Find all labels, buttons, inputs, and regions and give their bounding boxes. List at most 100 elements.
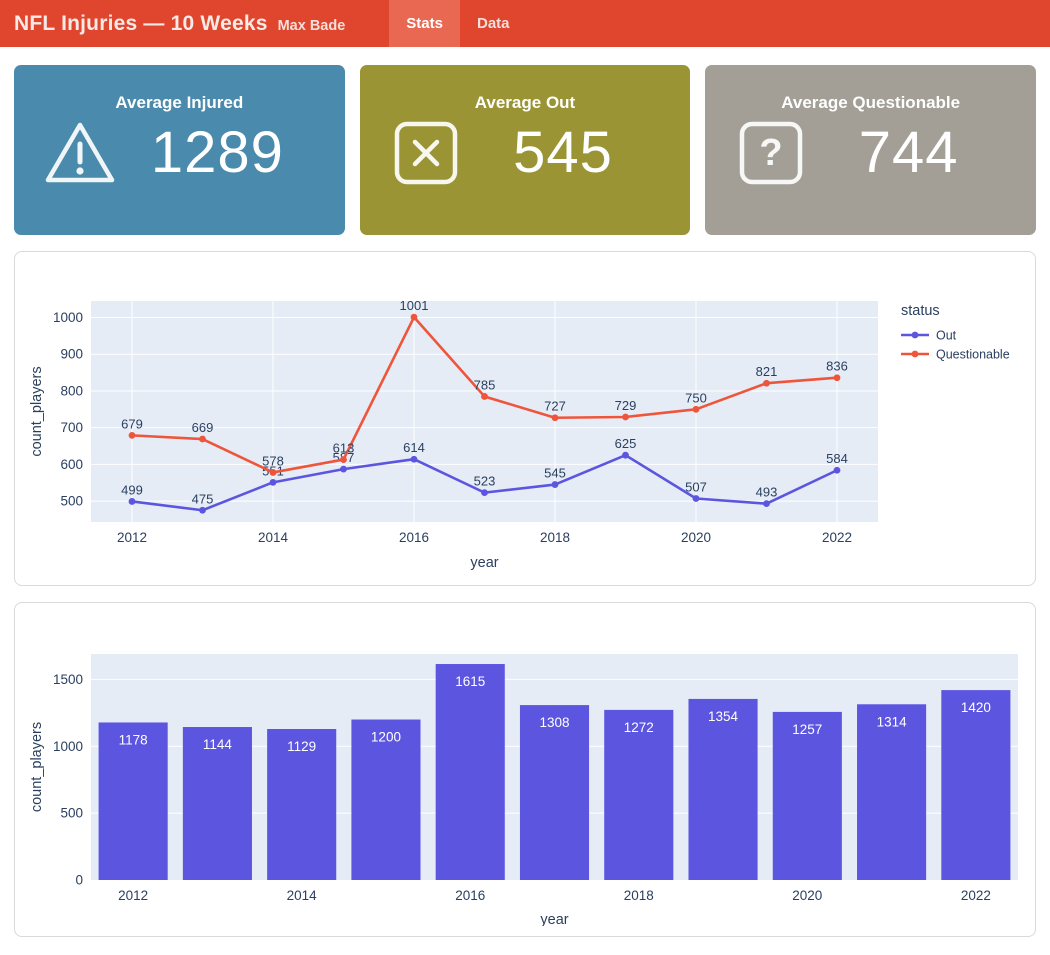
data-label: 499: [121, 482, 143, 497]
data-point: [128, 431, 136, 439]
bar-label: 1308: [539, 715, 569, 730]
tab-data[interactable]: Data: [476, 15, 510, 32]
plot-background: [91, 301, 878, 522]
bar-label: 1200: [371, 730, 401, 745]
app-header: NFL Injuries — 10 Weeks Max Bade Stats D…: [0, 0, 1050, 47]
data-point: [128, 498, 136, 505]
y-axis-title: count_players: [29, 366, 45, 456]
data-point: [551, 414, 559, 422]
y-tick-label: 500: [60, 494, 83, 509]
x-square-icon: [378, 121, 474, 185]
legend-label: Questionable: [936, 348, 1010, 362]
x-axis-title: year: [540, 912, 568, 926]
data-point: [410, 313, 418, 321]
bar: [182, 727, 252, 880]
x-tick-label: 2012: [117, 530, 147, 545]
data-label: 614: [403, 440, 425, 455]
x-tick-label: 2018: [624, 888, 654, 903]
x-tick-label: 2014: [287, 888, 318, 903]
legend-label: Out: [936, 329, 957, 343]
line-chart-canvas[interactable]: 4994755515876145235456255074935846796695…: [25, 262, 1033, 575]
bar: [688, 698, 758, 880]
y-axis-title: count_players: [29, 722, 45, 812]
line-chart-panel: 4994755515876145235456255074935846796695…: [14, 251, 1036, 586]
bar-label: 1615: [455, 674, 485, 689]
data-point: [269, 469, 277, 476]
question-square-icon: ?: [723, 121, 819, 185]
card-value: 744: [858, 120, 959, 185]
bar-label: 1129: [287, 739, 316, 754]
y-tick-label: 0: [75, 873, 83, 888]
card-average-questionable: Average Questionable ? 744: [705, 65, 1036, 235]
bar-label: 1420: [961, 700, 991, 715]
data-label: 523: [474, 474, 496, 489]
legend-item-out[interactable]: Out: [901, 329, 957, 343]
warning-triangle-icon: [32, 120, 128, 186]
bar-label: 1178: [119, 732, 148, 747]
data-label: 493: [756, 485, 778, 500]
card-title: Average Injured: [115, 93, 244, 112]
data-point: [763, 379, 770, 387]
bar: [435, 664, 505, 880]
data-point: [269, 478, 277, 486]
y-tick-label: 700: [60, 420, 83, 435]
data-label: 584: [826, 451, 848, 466]
title-wrap: NFL Injuries — 10 Weeks Max Bade: [14, 12, 345, 36]
data-label: 785: [474, 377, 496, 392]
x-tick-label: 2022: [822, 530, 852, 545]
card-title: Average Questionable: [781, 93, 961, 112]
data-point: [199, 435, 206, 443]
data-point: [763, 500, 770, 508]
x-tick-label: 2018: [540, 530, 570, 545]
y-tick-label: 1000: [53, 739, 83, 754]
card-average-out: Average Out 545: [359, 65, 691, 235]
x-tick-label: 2016: [455, 888, 485, 903]
bar-chart-panel: 1178 1144 1129 1200 1615 1308 1272 1354 1257 1314…: [14, 602, 1036, 937]
card-average-injured: Average Injured 1289: [14, 65, 345, 235]
data-point: [340, 456, 347, 463]
card-title: Average Out: [474, 93, 576, 112]
bar: [267, 729, 337, 880]
y-tick-label: 900: [60, 347, 83, 362]
bar: [351, 719, 421, 880]
data-point: [833, 374, 841, 382]
data-point: [340, 465, 347, 473]
data-label: 679: [121, 416, 143, 431]
card-value: 1289: [150, 120, 284, 185]
data-point: [199, 506, 206, 514]
x-tick-label: 2016: [399, 530, 429, 545]
bar: [941, 690, 1011, 880]
svg-text:?: ?: [760, 132, 783, 174]
y-tick-label: 800: [60, 383, 83, 398]
data-label: 669: [192, 420, 214, 435]
data-label: 625: [615, 436, 637, 451]
bar: [857, 704, 927, 880]
bar-chart-canvas[interactable]: 1178 1144 1129 1200 1615 1308 1272 1354 1257 1314…: [25, 613, 1033, 926]
x-tick-label: 2020: [792, 888, 822, 903]
bar-label: 1354: [708, 709, 739, 724]
x-tick-label: 2012: [118, 888, 148, 903]
bar: [772, 711, 842, 880]
x-axis-title: year: [470, 555, 498, 571]
app-subtitle: Max Bade: [277, 17, 346, 34]
bar: [604, 709, 674, 880]
data-label: 578: [262, 453, 284, 468]
data-label: 1001: [400, 298, 429, 313]
data-label: 545: [544, 466, 566, 481]
legend-item-questionable[interactable]: Questionable: [901, 348, 1010, 362]
bar-label: 1314: [877, 714, 908, 729]
legend-marker: [911, 350, 919, 358]
data-point: [833, 466, 841, 474]
data-point: [692, 495, 700, 502]
data-point: [481, 489, 488, 497]
tab-bar: Stats Data: [389, 0, 526, 47]
data-label: 613: [333, 441, 355, 456]
app-title: NFL Injuries — 10 Weeks: [14, 11, 268, 35]
data-label: 727: [544, 399, 566, 414]
data-label: 836: [826, 359, 848, 374]
legend-marker: [911, 331, 919, 339]
data-label: 821: [756, 364, 778, 379]
bar-label: 1257: [792, 722, 822, 737]
legend-title: status: [901, 303, 940, 319]
tab-stats[interactable]: Stats: [389, 0, 460, 47]
